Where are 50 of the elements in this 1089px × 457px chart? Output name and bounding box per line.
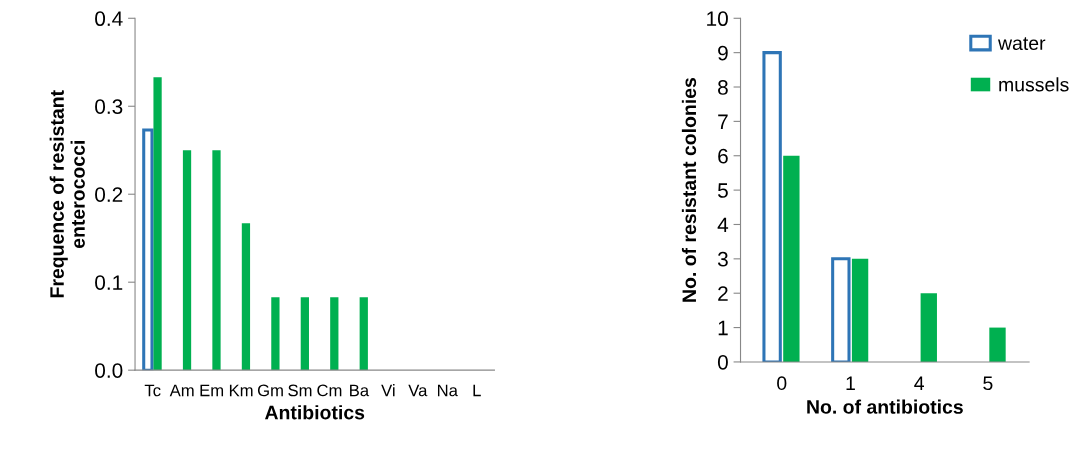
y-tick-label: 6 — [718, 148, 728, 164]
y-axis-title: Frequence of resistant enterococci — [49, 90, 85, 298]
y-tick-label: 8 — [718, 80, 728, 95]
legend-label: mussels — [999, 77, 1069, 92]
legend-label: water — [997, 37, 1046, 51]
y-tick-label: 0.4 — [95, 11, 123, 27]
x-tick-label: Am — [169, 384, 194, 397]
x-tick-label: 0 — [777, 376, 787, 391]
bar — [783, 155, 800, 362]
y-tick-label: 10 — [707, 11, 728, 27]
bar — [300, 297, 309, 371]
x-tick-label: Gm — [257, 384, 283, 397]
x-tick-label: Va — [408, 384, 428, 397]
x-axis-title: No. of antibiotics — [807, 399, 963, 414]
bar — [182, 150, 192, 371]
y-tick-label: 0.2 — [95, 187, 123, 202]
x-tick-label: 5 — [983, 376, 993, 391]
y-axis-title: No. of resistant colonies — [681, 77, 697, 302]
y-tick-label: 7 — [718, 114, 728, 129]
bar — [241, 223, 251, 371]
x-tick-label: 1 — [846, 376, 855, 390]
x-tick-label: Ba — [350, 384, 370, 397]
y-tick-label: 5 — [717, 183, 728, 198]
bar — [851, 258, 869, 362]
bar — [271, 297, 280, 371]
y-tick-label: 1 — [718, 320, 728, 336]
x-tick-label: Tc — [144, 384, 161, 397]
x-axis-title: Antibiotics — [264, 405, 365, 420]
x-tick-label: Km — [229, 384, 253, 397]
x-tick-label: Sm — [288, 384, 312, 397]
y-tick-label: 9 — [718, 45, 728, 61]
bar — [359, 297, 368, 371]
bar — [920, 293, 937, 362]
x-tick-label: Em — [200, 384, 224, 397]
y-tick-label: 2 — [718, 286, 728, 301]
bar — [989, 327, 1006, 362]
y-tick-label: 4 — [717, 217, 729, 233]
y-tick-label: 0.1 — [95, 275, 123, 290]
y-tick-label: 0 — [717, 354, 728, 370]
x-tick-label: Vi — [381, 384, 395, 397]
bar — [330, 297, 339, 371]
y-tick-label: 0.0 — [95, 363, 123, 378]
x-tick-label: L — [473, 384, 481, 397]
bar — [212, 150, 221, 371]
x-tick-label: Na — [437, 384, 458, 397]
x-tick-label: 4 — [914, 376, 925, 390]
bar — [153, 77, 162, 371]
y-tick-label: 3 — [717, 251, 728, 267]
x-tick-label: Cm — [317, 384, 342, 397]
y-tick-label: 0.3 — [95, 99, 123, 115]
